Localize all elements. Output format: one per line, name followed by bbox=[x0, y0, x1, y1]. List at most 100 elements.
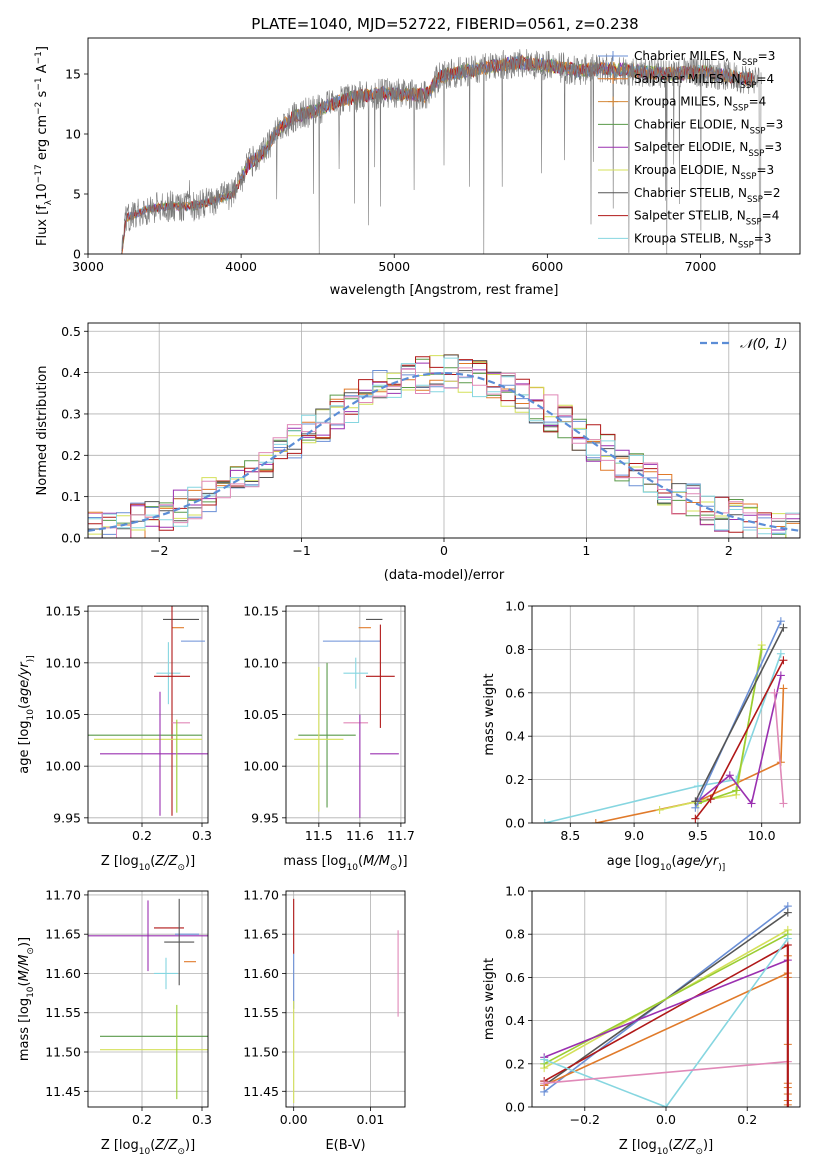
x-tick-label: 7000 bbox=[685, 259, 717, 274]
x-axis-label-part: Z/Z bbox=[154, 854, 178, 869]
x-axis-label-part: ( bbox=[358, 854, 363, 869]
x-axis-label-part: Z [log bbox=[101, 1138, 139, 1153]
y-tick-label: 0.4 bbox=[61, 365, 81, 380]
y-tick-label: 10.05 bbox=[45, 707, 81, 722]
legend-label: Kroupa STELIB, NSSP=3 bbox=[634, 231, 772, 250]
x-axis-label-part: 10 bbox=[657, 1147, 669, 1157]
legend-label-sub: SSP bbox=[742, 58, 758, 68]
plot-area bbox=[294, 618, 399, 818]
y-tick-label: 0.0 bbox=[61, 531, 81, 546]
x-axis-label-part: ⊙ bbox=[177, 1147, 185, 1157]
mass-weight-line bbox=[544, 1060, 788, 1084]
panel-spectrum: 3000 4000 5000 6000 7000 0 5 10 15 Chabrier MILES… bbox=[34, 37, 801, 298]
y-tick-label: 0.8 bbox=[505, 927, 525, 942]
legend-label: Kroupa ELODIE, NSSP=3 bbox=[634, 163, 774, 182]
mass-weight-line bbox=[659, 644, 763, 811]
y-axis-label-part: s bbox=[35, 90, 50, 101]
x-tick-label: 0.3 bbox=[192, 828, 212, 843]
x-axis-label-part: ( bbox=[150, 1138, 155, 1153]
mass-weight-line bbox=[595, 688, 785, 823]
legend-label-n: =3 bbox=[754, 231, 772, 245]
legend-label-sub: SSP bbox=[750, 126, 766, 136]
y-axis-label-part: )] bbox=[26, 655, 36, 662]
y-tick-label: 11.60 bbox=[243, 966, 279, 981]
legend-label: Salpeter MILES, NSSP=4 bbox=[634, 72, 774, 91]
x-tick-label: 0.0 bbox=[656, 1112, 676, 1127]
y-tick-label: 0.2 bbox=[505, 772, 525, 787]
x-tick-label: 0.2 bbox=[737, 1112, 757, 1127]
legend-label-text: Kroupa STELIB, N bbox=[634, 231, 738, 245]
y-tick-label: 1.0 bbox=[505, 884, 525, 899]
axes-frame bbox=[87, 890, 209, 1108]
y-tick-label: 10.15 bbox=[243, 604, 279, 619]
axes-frame bbox=[285, 890, 406, 1108]
x-axis-label-part: M/M bbox=[363, 854, 390, 869]
y-axis-label-part: )] bbox=[17, 937, 32, 947]
y-axis-label: mass weight bbox=[482, 958, 497, 1040]
plot-area bbox=[88, 898, 208, 1100]
y-tick-label: 10.00 bbox=[45, 759, 81, 774]
y-tick-label: 1.0 bbox=[505, 599, 525, 614]
legend-label-sub: SSP bbox=[748, 149, 764, 159]
legend-label-sub: SSP bbox=[741, 172, 757, 182]
x-axis-label-part: )] bbox=[703, 1138, 713, 1153]
legend: Chabrier MILES, NSSP=3 Salpeter MILES, NS… bbox=[598, 49, 783, 250]
x-tick-label: −2 bbox=[150, 543, 168, 558]
axes-frame bbox=[531, 890, 801, 1108]
x-tick-label: 0.2 bbox=[132, 1112, 152, 1127]
x-axis-label-part: Z/Z bbox=[672, 1138, 696, 1153]
y-axis-label-part: 10 bbox=[35, 183, 50, 200]
x-axis-label-part: ⊙ bbox=[695, 1147, 703, 1157]
legend-label-n: =3 bbox=[758, 49, 776, 63]
y-axis-label-part: erg cm bbox=[35, 115, 50, 164]
legend-label-n: =3 bbox=[764, 140, 782, 154]
plot-area bbox=[88, 354, 800, 538]
x-axis-label: (data-model)/error bbox=[384, 568, 505, 583]
x-tick-label: 11.7 bbox=[387, 828, 415, 843]
y-tick-label: 0.0 bbox=[505, 1100, 525, 1115]
y-tick-label: 11.70 bbox=[243, 887, 279, 902]
axes-frame bbox=[531, 605, 801, 824]
y-tick-label: 11.55 bbox=[243, 1005, 279, 1020]
legend-label-text: Chabrier ELODIE, N bbox=[634, 117, 750, 131]
x-tick-label: 0 bbox=[440, 543, 448, 558]
x-axis-label-part: age [log bbox=[607, 854, 660, 869]
mass-weight-line bbox=[697, 675, 782, 806]
y-tick-label: 11.45 bbox=[45, 1084, 81, 1099]
legend-label-text: Salpeter STELIB, N bbox=[634, 209, 746, 223]
x-axis-label-part: 10 bbox=[139, 1147, 151, 1157]
y-axis-label-part: ( bbox=[17, 981, 32, 986]
y-tick-label: 0.0 bbox=[505, 816, 525, 831]
y-axis-label-part: Flux [f bbox=[35, 205, 50, 246]
x-tick-label: 11.5 bbox=[305, 828, 333, 843]
legend-label: Salpeter STELIB, NSSP=4 bbox=[634, 209, 779, 228]
legend-label: Salpeter ELODIE, NSSP=3 bbox=[634, 140, 782, 159]
y-axis-label: mass [log10(M/M⊙)] bbox=[17, 937, 36, 1061]
legend-label-sub: SSP bbox=[741, 81, 757, 91]
normal-model-line bbox=[88, 371, 800, 532]
mass-weight-line bbox=[543, 959, 789, 1059]
x-axis-label: Z [log10(Z/Z⊙)] bbox=[101, 1138, 195, 1157]
x-axis-label-part: mass [log bbox=[283, 854, 346, 869]
x-tick-label: −1 bbox=[292, 543, 310, 558]
y-axis-label-part: 10 bbox=[26, 986, 36, 998]
x-tick-label: 10.0 bbox=[748, 828, 776, 843]
x-axis-label-part: Z/Z bbox=[154, 1138, 178, 1153]
x-axis-label: Z [log10(Z/Z⊙)] bbox=[619, 1138, 713, 1157]
y-axis-label-part: ] bbox=[35, 46, 50, 51]
y-tick-label: 0.4 bbox=[505, 1013, 525, 1028]
y-tick-label: 10.00 bbox=[243, 759, 279, 774]
legend-label: 𝒩(0, 1) bbox=[740, 337, 787, 352]
y-axis-label-part: −2 bbox=[34, 102, 44, 115]
y-tick-label: 0.2 bbox=[505, 1056, 525, 1071]
legend-label: Chabrier MILES, NSSP=3 bbox=[634, 49, 775, 68]
legend-label-n: =3 bbox=[766, 117, 784, 131]
mass-weight-line bbox=[773, 692, 785, 804]
x-tick-label: 0.00 bbox=[280, 1112, 308, 1127]
mass-weight-line bbox=[544, 653, 782, 823]
legend-label-n: =2 bbox=[763, 186, 781, 200]
legend-label-sub: SSP bbox=[733, 104, 749, 114]
y-tick-label: 11.50 bbox=[243, 1045, 279, 1060]
mass-weight-line bbox=[543, 933, 789, 1065]
